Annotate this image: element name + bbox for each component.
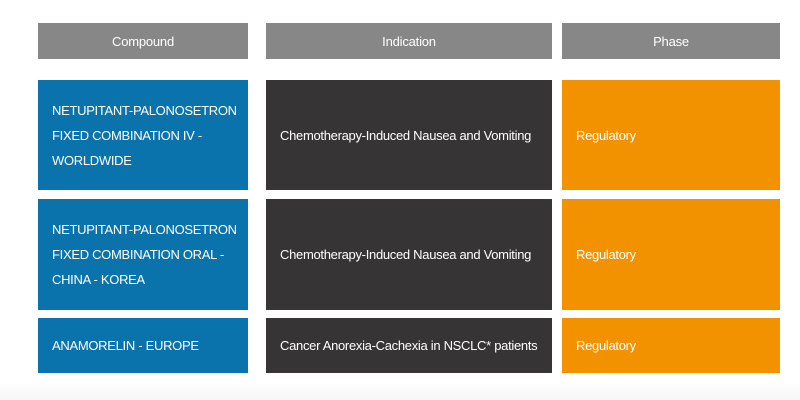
header-compound: Compound xyxy=(38,23,248,59)
header-phase: Phase xyxy=(562,23,780,59)
bottom-fade xyxy=(0,382,800,400)
indication-cell: Cancer Anorexia-Cachexia in NSCLC* patie… xyxy=(266,318,552,373)
phase-cell: Regulatory xyxy=(562,199,780,310)
compound-cell: NETUPITANT-PALONOSETRON FIXED COMBINATIO… xyxy=(38,80,248,190)
phase-cell: Regulatory xyxy=(562,318,780,373)
indication-cell: Chemotherapy-Induced Nausea and Vomiting xyxy=(266,80,552,190)
compound-cell: NETUPITANT-PALONOSETRON FIXED COMBINATIO… xyxy=(38,199,248,310)
indication-cell: Chemotherapy-Induced Nausea and Vomiting xyxy=(266,199,552,310)
phase-cell: Regulatory xyxy=(562,80,780,190)
compound-cell: ANAMORELIN - EUROPE xyxy=(38,318,248,373)
header-indication: Indication xyxy=(266,23,552,59)
